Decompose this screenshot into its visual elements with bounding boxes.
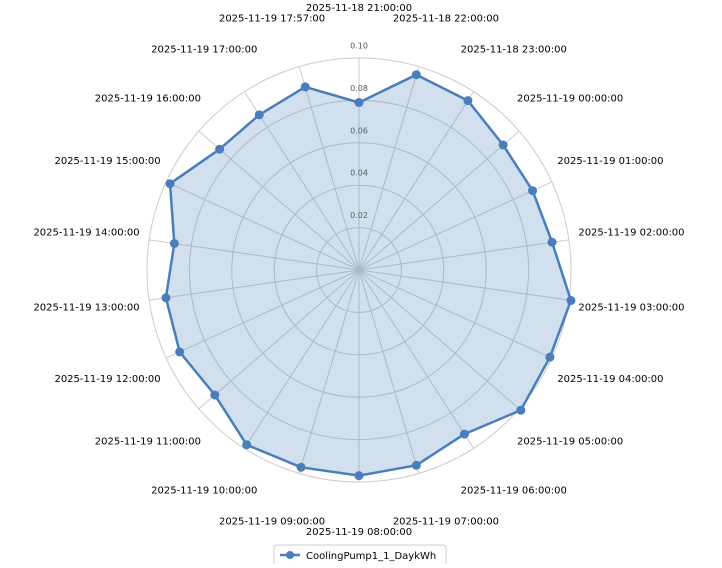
category-label: 2025-11-19 17:57:00	[219, 14, 325, 25]
spoke	[358, 269, 520, 410]
data-point	[296, 462, 306, 472]
spoke	[198, 269, 360, 410]
data-point	[516, 405, 526, 415]
spoke	[298, 66, 360, 271]
category-label: 2025-11-19 01:00:00	[557, 156, 663, 167]
category-label: 2025-11-18 22:00:00	[393, 14, 499, 25]
legend: CoolingPump1_1_DaykWh	[273, 544, 447, 566]
category-label: 2025-11-19 04:00:00	[557, 374, 663, 385]
category-label: 2025-11-19 15:00:00	[54, 156, 160, 167]
category-label: 2025-11-18 21:00:00	[306, 3, 412, 14]
data-point	[210, 390, 220, 400]
data-point	[566, 295, 576, 305]
spoke	[358, 181, 553, 271]
category-label: 2025-11-19 03:00:00	[578, 302, 684, 313]
spoke	[358, 239, 569, 271]
r-tick-label: 0.02	[350, 211, 368, 220]
data-point	[411, 70, 421, 80]
spoke	[243, 91, 360, 271]
data-point	[354, 98, 364, 108]
data-point	[463, 96, 473, 106]
data-point	[254, 110, 264, 120]
category-label: 2025-11-19 05:00:00	[517, 437, 623, 448]
data-point	[547, 237, 557, 247]
spoke	[358, 269, 420, 474]
spoke	[298, 269, 360, 474]
spoke	[358, 269, 569, 301]
r-tick-label: 0.08	[350, 84, 368, 93]
spoke	[165, 269, 360, 359]
category-label: 2025-11-19 16:00:00	[95, 93, 201, 104]
data-point	[459, 429, 469, 439]
spoke	[149, 239, 360, 271]
spoke	[358, 66, 420, 271]
category-label: 2025-11-19 09:00:00	[219, 516, 325, 527]
data-point	[165, 179, 175, 189]
category-label: 2025-11-19 11:00:00	[95, 437, 201, 448]
category-label: 2025-11-19 00:00:00	[517, 93, 623, 104]
category-label: 2025-11-19 07:00:00	[393, 516, 499, 527]
category-label: 2025-11-19 17:00:00	[151, 45, 257, 56]
spoke	[358, 269, 553, 359]
spoke	[358, 269, 475, 449]
data-point	[169, 238, 179, 248]
category-label: 2025-11-19 08:00:00	[306, 527, 412, 538]
data-point	[411, 460, 421, 470]
category-label: 2025-11-18 23:00:00	[461, 45, 567, 56]
legend-marker	[286, 551, 294, 559]
spoke	[198, 130, 360, 271]
data-point	[175, 347, 185, 357]
spoke	[149, 269, 360, 301]
category-label: 2025-11-19 02:00:00	[578, 228, 684, 239]
category-label: 2025-11-19 10:00:00	[151, 485, 257, 496]
data-point	[300, 82, 310, 92]
data-point	[528, 186, 538, 196]
data-point	[498, 140, 508, 150]
data-point	[545, 352, 555, 362]
category-label: 2025-11-19 06:00:00	[461, 485, 567, 496]
spoke	[358, 130, 520, 271]
data-point	[354, 471, 364, 481]
category-label: 2025-11-19 13:00:00	[33, 302, 139, 313]
category-label: 2025-11-19 14:00:00	[33, 228, 139, 239]
series-area	[164, 73, 573, 477]
r-tick-label: 0.04	[350, 169, 368, 178]
data-point	[215, 144, 225, 154]
r-tick-label: 0.10	[350, 42, 368, 51]
spoke	[243, 269, 360, 449]
data-point	[161, 293, 171, 303]
spoke	[358, 91, 475, 271]
spoke	[165, 181, 360, 271]
r-tick-label: 0.06	[350, 126, 368, 135]
data-point	[242, 440, 252, 450]
legend-label: CoolingPump1_1_DaykWh	[306, 551, 436, 562]
category-label: 2025-11-19 12:00:00	[54, 374, 160, 385]
